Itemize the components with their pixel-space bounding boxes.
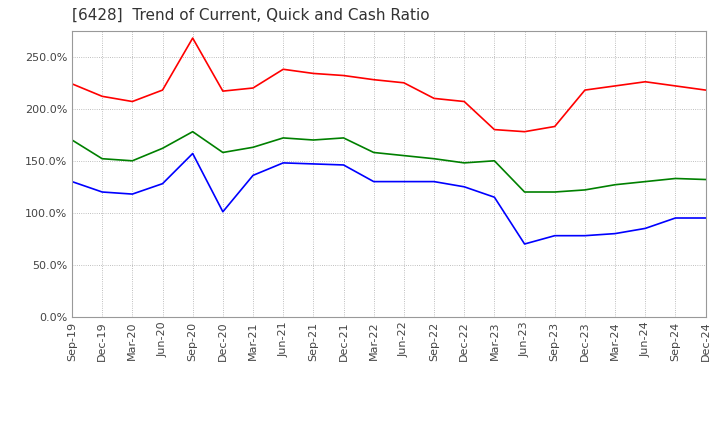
Line: Current Ratio: Current Ratio xyxy=(72,38,706,132)
Quick Ratio xyxy=(158,146,167,151)
Current Ratio xyxy=(521,129,529,134)
Quick Ratio xyxy=(339,135,348,140)
Quick Ratio xyxy=(580,187,589,193)
Cash Ratio xyxy=(128,191,137,197)
Quick Ratio xyxy=(641,179,649,184)
Current Ratio xyxy=(580,88,589,93)
Current Ratio xyxy=(611,83,619,88)
Quick Ratio xyxy=(460,160,469,165)
Cash Ratio xyxy=(490,194,499,200)
Current Ratio xyxy=(671,83,680,88)
Cash Ratio xyxy=(189,151,197,156)
Quick Ratio xyxy=(611,182,619,187)
Quick Ratio xyxy=(521,189,529,194)
Quick Ratio xyxy=(701,177,710,182)
Quick Ratio xyxy=(128,158,137,163)
Cash Ratio xyxy=(400,179,408,184)
Current Ratio xyxy=(219,88,228,94)
Current Ratio xyxy=(279,66,287,72)
Legend: Current Ratio, Quick Ratio, Cash Ratio: Current Ratio, Quick Ratio, Cash Ratio xyxy=(192,436,585,440)
Cash Ratio xyxy=(339,162,348,168)
Current Ratio xyxy=(158,88,167,93)
Cash Ratio xyxy=(279,160,287,165)
Cash Ratio xyxy=(248,173,257,178)
Cash Ratio xyxy=(611,231,619,236)
Quick Ratio xyxy=(369,150,378,155)
Quick Ratio xyxy=(550,189,559,194)
Quick Ratio xyxy=(279,135,287,140)
Text: [6428]  Trend of Current, Quick and Cash Ratio: [6428] Trend of Current, Quick and Cash … xyxy=(72,7,430,23)
Line: Quick Ratio: Quick Ratio xyxy=(72,132,706,192)
Quick Ratio xyxy=(98,156,107,161)
Current Ratio xyxy=(248,85,257,91)
Line: Cash Ratio: Cash Ratio xyxy=(72,154,706,244)
Current Ratio xyxy=(369,77,378,82)
Current Ratio xyxy=(701,88,710,93)
Quick Ratio xyxy=(189,129,197,134)
Quick Ratio xyxy=(309,137,318,143)
Cash Ratio xyxy=(68,179,76,184)
Cash Ratio xyxy=(701,215,710,220)
Quick Ratio xyxy=(490,158,499,163)
Cash Ratio xyxy=(158,181,167,186)
Current Ratio xyxy=(400,80,408,85)
Current Ratio xyxy=(490,127,499,132)
Current Ratio xyxy=(641,79,649,84)
Cash Ratio xyxy=(550,233,559,238)
Quick Ratio xyxy=(248,145,257,150)
Cash Ratio xyxy=(369,179,378,184)
Current Ratio xyxy=(460,99,469,104)
Quick Ratio xyxy=(219,150,228,155)
Current Ratio xyxy=(98,94,107,99)
Cash Ratio xyxy=(309,161,318,167)
Cash Ratio xyxy=(98,189,107,194)
Current Ratio xyxy=(128,99,137,104)
Current Ratio xyxy=(339,73,348,78)
Cash Ratio xyxy=(641,226,649,231)
Cash Ratio xyxy=(219,209,228,214)
Quick Ratio xyxy=(68,137,76,143)
Cash Ratio xyxy=(671,215,680,220)
Cash Ratio xyxy=(430,179,438,184)
Cash Ratio xyxy=(521,242,529,247)
Current Ratio xyxy=(430,96,438,101)
Cash Ratio xyxy=(580,233,589,238)
Current Ratio xyxy=(309,71,318,76)
Quick Ratio xyxy=(671,176,680,181)
Quick Ratio xyxy=(430,156,438,161)
Current Ratio xyxy=(68,81,76,87)
Quick Ratio xyxy=(400,153,408,158)
Current Ratio xyxy=(189,36,197,41)
Current Ratio xyxy=(550,124,559,129)
Cash Ratio xyxy=(460,184,469,190)
